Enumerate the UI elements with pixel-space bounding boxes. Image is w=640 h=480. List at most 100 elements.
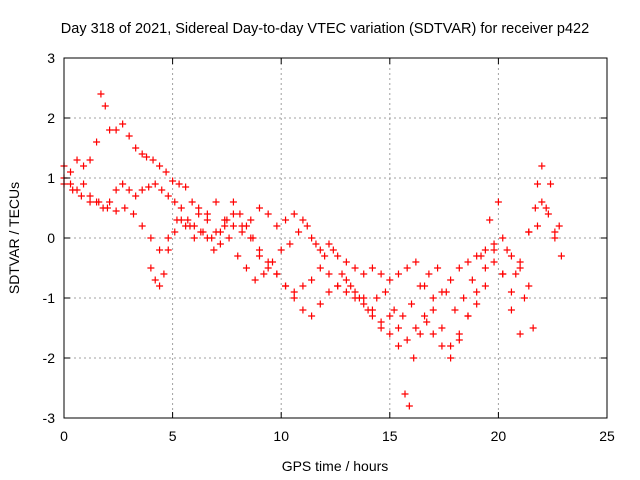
data-point	[86, 156, 94, 164]
series-track-b	[60, 162, 559, 362]
data-point	[177, 204, 185, 212]
data-point	[316, 300, 324, 308]
y-tick-label: 0	[47, 230, 55, 246]
data-point	[551, 228, 559, 236]
data-point	[360, 270, 368, 278]
x-axis-label: GPS time / hours	[282, 458, 389, 474]
data-point	[156, 162, 164, 170]
data-point	[351, 264, 359, 272]
data-point	[290, 294, 298, 302]
data-point	[408, 300, 416, 308]
data-point	[429, 294, 437, 302]
data-point	[351, 288, 359, 296]
data-point	[210, 246, 218, 254]
data-point	[423, 318, 431, 326]
data-point	[394, 270, 402, 278]
data-point	[377, 324, 385, 332]
data-points	[60, 90, 565, 410]
data-point	[282, 216, 290, 224]
series-track-d	[147, 180, 541, 410]
data-point	[342, 258, 350, 266]
y-tick-label: 3	[47, 50, 55, 66]
data-point	[67, 168, 75, 176]
data-point	[434, 264, 442, 272]
data-point	[464, 312, 472, 320]
data-point	[269, 258, 277, 266]
data-point	[171, 228, 179, 236]
data-point	[101, 102, 109, 110]
data-point	[425, 270, 433, 278]
data-point	[158, 186, 166, 194]
data-point	[403, 264, 411, 272]
data-point	[525, 228, 533, 236]
data-point	[364, 306, 372, 314]
data-point	[86, 192, 94, 200]
data-point	[255, 204, 263, 212]
data-point	[321, 252, 329, 260]
data-point	[282, 282, 290, 290]
data-point	[312, 240, 320, 248]
data-point	[273, 222, 281, 230]
y-tick-label: -2	[43, 350, 56, 366]
grid-lines	[64, 58, 607, 418]
data-point	[499, 270, 507, 278]
data-point	[338, 270, 346, 278]
data-point	[177, 216, 185, 224]
series-track-c	[60, 180, 563, 332]
data-point	[316, 264, 324, 272]
data-point	[277, 246, 285, 254]
data-point	[190, 234, 198, 242]
data-point	[255, 246, 263, 254]
data-point	[377, 270, 385, 278]
data-point	[481, 282, 489, 290]
data-point	[303, 222, 311, 230]
data-point	[138, 186, 146, 194]
data-point	[195, 210, 203, 218]
y-tick-label: -1	[43, 290, 56, 306]
x-tick-label: 20	[491, 428, 507, 444]
data-point	[429, 330, 437, 338]
data-point	[184, 216, 192, 224]
data-point	[229, 198, 237, 206]
data-point	[208, 234, 216, 242]
data-point	[247, 234, 255, 242]
data-point	[236, 210, 244, 218]
data-point	[412, 258, 420, 266]
data-point	[512, 270, 520, 278]
data-point	[381, 288, 389, 296]
x-tick-label: 15	[382, 428, 398, 444]
series-track-a	[60, 90, 565, 302]
data-point	[525, 282, 533, 290]
data-point	[520, 294, 528, 302]
data-point	[551, 234, 559, 242]
data-point	[507, 252, 515, 260]
data-point	[507, 288, 515, 296]
x-tick-label: 10	[273, 428, 289, 444]
data-point	[447, 276, 455, 284]
data-point	[132, 192, 140, 200]
data-point	[151, 276, 159, 284]
data-point	[212, 198, 220, 206]
data-point	[221, 222, 229, 230]
data-point	[130, 210, 138, 218]
data-point	[455, 336, 463, 344]
data-point	[490, 258, 498, 266]
data-point	[473, 288, 481, 296]
data-point	[507, 306, 515, 314]
data-point	[186, 222, 194, 230]
data-point	[162, 168, 170, 176]
data-point	[169, 177, 177, 185]
data-point	[494, 198, 502, 206]
x-tick-label: 25	[599, 428, 615, 444]
data-point	[251, 276, 259, 284]
data-point	[329, 246, 337, 254]
data-point	[386, 276, 394, 284]
data-point	[555, 222, 563, 230]
data-point	[403, 336, 411, 344]
data-point	[80, 180, 88, 188]
data-point	[299, 306, 307, 314]
y-axis-label: SDTVAR / TECUs	[6, 182, 22, 294]
data-point	[438, 342, 446, 350]
data-point	[238, 222, 246, 230]
data-point	[538, 198, 546, 206]
